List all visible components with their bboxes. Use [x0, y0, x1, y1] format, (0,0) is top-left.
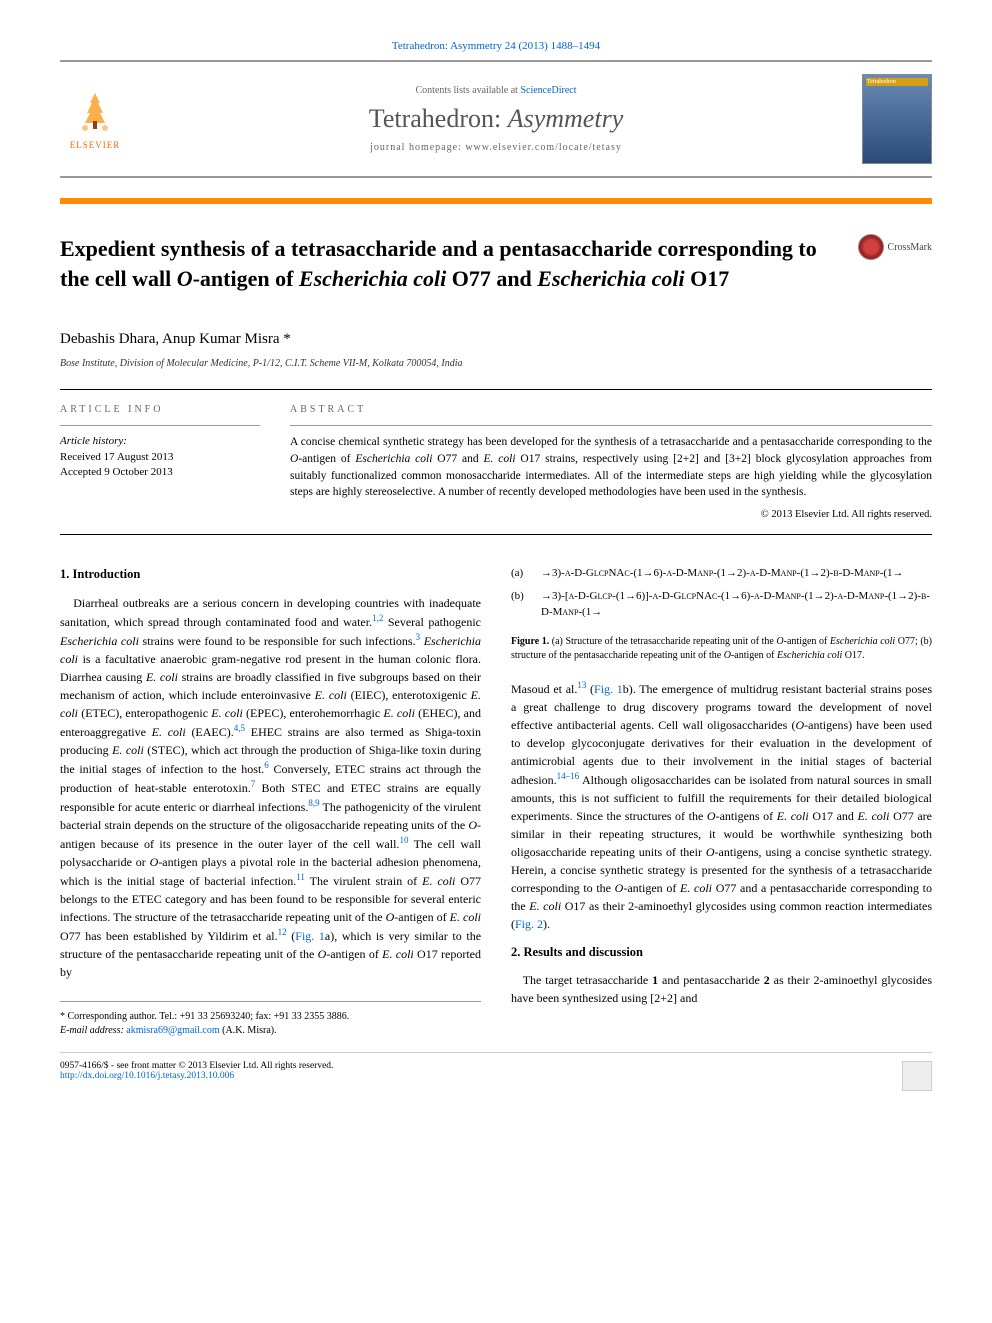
doi-link[interactable]: http://dx.doi.org/10.1016/j.tetasy.2013.… [60, 1071, 333, 1081]
issn-line: 0957-4166/$ - see front matter © 2013 El… [60, 1061, 333, 1071]
figure-1-structures: (a) →3)-α-D-GlcpNAc-(1→6)-α-D-Manp-(1→2)… [511, 565, 932, 621]
figure-1a-label: (a) [511, 565, 541, 582]
right-column: (a) →3)-α-D-GlcpNAc-(1→6)-α-D-Manp-(1→2)… [511, 565, 932, 1038]
elsevier-label: ELSEVIER [70, 140, 121, 150]
journal-cover-thumbnail: Tetrahedron [862, 74, 932, 164]
column-2-paragraph: Masoud et al.13 (Fig. 1b). The emergence… [511, 679, 932, 933]
section-1-heading: 1. Introduction [60, 565, 481, 584]
crossmark-badge[interactable]: CrossMark [858, 234, 932, 260]
article-title: Expedient synthesis of a tetrasaccharide… [60, 234, 838, 293]
footer-logo-box [902, 1061, 932, 1091]
history-label: Article history: [60, 434, 260, 449]
email-link[interactable]: akmisra69@gmail.com [126, 1025, 219, 1036]
accepted-date: Accepted 9 October 2013 [60, 465, 260, 480]
journal-header: ELSEVIER Contents lists available at Sci… [60, 60, 932, 178]
journal-reference: Tetrahedron: Asymmetry 24 (2013) 1488–14… [60, 40, 932, 52]
sciencedirect-link[interactable]: ScienceDirect [520, 85, 576, 96]
abstract-text: A concise chemical synthetic strategy ha… [290, 434, 932, 501]
left-column: 1. Introduction Diarrheal outbreaks are … [60, 565, 481, 1038]
journal-homepage: journal homepage: www.elsevier.com/locat… [130, 142, 862, 153]
affiliation: Bose Institute, Division of Molecular Me… [60, 358, 932, 369]
authors: Debashis Dhara, Anup Kumar Misra * [60, 331, 932, 348]
copyright-line: © 2013 Elsevier Ltd. All rights reserved… [290, 509, 932, 520]
elsevier-logo: ELSEVIER [60, 84, 130, 154]
elsevier-tree-icon [70, 88, 120, 138]
introduction-paragraph: Diarrheal outbreaks are a serious concer… [60, 594, 481, 981]
section-2-heading: 2. Results and discussion [511, 943, 932, 962]
abstract-block: ABSTRACT A concise chemical synthetic st… [290, 404, 932, 520]
article-info-label: ARTICLE INFO [60, 404, 260, 415]
figure-1b-structure: →3)-[α-D-Glcp-(1→6)]-α-D-GlcpNAc-(1→6)-α… [541, 588, 932, 621]
crossmark-icon [858, 234, 884, 260]
journal-name: Tetrahedron: Asymmetry [130, 104, 862, 134]
figure-1-caption: Figure 1. (a) Structure of the tetrasacc… [511, 635, 932, 663]
divider-bar [60, 198, 932, 204]
abstract-label: ABSTRACT [290, 404, 932, 415]
contents-available: Contents lists available at ScienceDirec… [130, 85, 862, 96]
figure-1a-structure: →3)-α-D-GlcpNAc-(1→6)-α-D-Manp-(1→2)-α-D… [541, 565, 932, 582]
page-footer: 0957-4166/$ - see front matter © 2013 El… [60, 1052, 932, 1091]
section-2-paragraph: The target tetrasaccharide 1 and pentasa… [511, 971, 932, 1007]
received-date: Received 17 August 2013 [60, 450, 260, 465]
article-info-block: ARTICLE INFO Article history: Received 1… [60, 404, 260, 520]
corresponding-author-footnote: * Corresponding author. Tel.: +91 33 256… [60, 1001, 481, 1038]
figure-1b-label: (b) [511, 588, 541, 621]
